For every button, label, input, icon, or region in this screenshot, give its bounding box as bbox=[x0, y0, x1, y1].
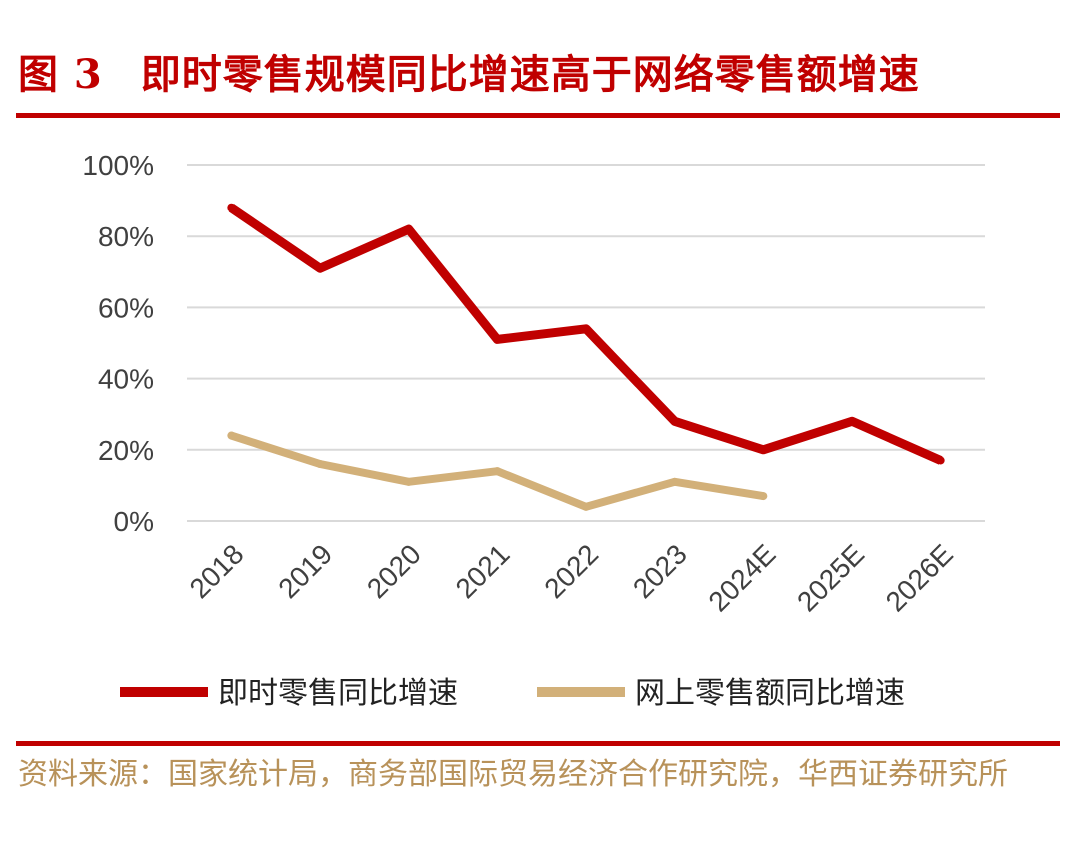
x-tick-label: 2026E bbox=[880, 538, 959, 617]
data-point bbox=[316, 460, 324, 469]
y-axis-ticks: 0% 20% 40% 60% 80% 100% bbox=[82, 150, 154, 537]
x-tick-label: 2024E bbox=[702, 538, 781, 617]
data-point bbox=[404, 477, 413, 486]
grid-lines bbox=[187, 164, 985, 522]
legend: 即时零售同比增速 网上零售额同比增速 bbox=[120, 676, 905, 711]
bottom-divider bbox=[16, 741, 1060, 746]
data-point bbox=[316, 264, 324, 273]
y-tick-label: 80% bbox=[98, 221, 154, 252]
y-tick-label: 100% bbox=[82, 150, 154, 181]
x-tick-label: 2018 bbox=[184, 538, 250, 604]
x-tick-label: 2025E bbox=[791, 538, 870, 617]
x-tick-label: 2023 bbox=[627, 538, 693, 604]
x-axis-ticks: 2018 2019 2020 2021 2022 2023 2024E 2025E 2026E bbox=[184, 538, 959, 617]
data-point bbox=[404, 225, 413, 234]
y-tick-label: 40% bbox=[98, 364, 154, 395]
legend-label: 网上零售额同比增速 bbox=[635, 676, 905, 711]
y-tick-label: 60% bbox=[98, 292, 154, 323]
data-point bbox=[670, 417, 679, 426]
series-line-1 bbox=[228, 203, 943, 465]
data-point bbox=[227, 431, 236, 440]
y-tick-label: 0% bbox=[114, 506, 154, 537]
legend-label: 即时零售同比增速 bbox=[218, 676, 458, 711]
figure-title: 图 3 即时零售规模同比增速高于网络零售额增速 bbox=[18, 48, 920, 102]
top-divider bbox=[16, 113, 1060, 118]
x-tick-label: 2019 bbox=[272, 538, 338, 604]
data-point bbox=[582, 324, 590, 333]
data-point bbox=[848, 417, 856, 426]
data-point bbox=[936, 456, 945, 465]
data-point bbox=[493, 467, 502, 476]
figure-title-text: 即时零售规模同比增速高于网络零售额增速 bbox=[140, 51, 920, 98]
y-tick-label: 20% bbox=[98, 435, 154, 466]
series-lines bbox=[227, 203, 945, 511]
data-point bbox=[670, 477, 679, 486]
line-chart: 0%20%40%60%80%100% 2018 2019 2020 2021 2022 2… bbox=[82, 150, 985, 711]
data-point bbox=[759, 445, 768, 454]
x-tick-label: 2021 bbox=[450, 538, 516, 604]
data-point bbox=[227, 203, 236, 212]
data-point bbox=[759, 492, 768, 501]
x-tick-label: 2022 bbox=[538, 538, 604, 604]
data-point bbox=[582, 502, 590, 511]
data-point bbox=[493, 335, 502, 344]
source-note: 资料来源：国家统计局，商务部国际贸易经济合作研究院，华西证券研究所 bbox=[18, 757, 1008, 792]
x-tick-label: 2020 bbox=[361, 538, 427, 604]
figure-number: 图 3 bbox=[18, 51, 103, 98]
